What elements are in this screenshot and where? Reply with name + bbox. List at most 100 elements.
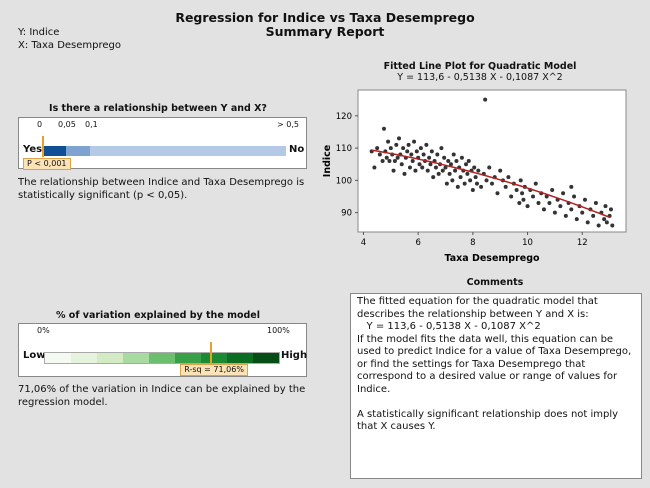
data-point-43 bbox=[433, 165, 438, 170]
rsq-segment-2 bbox=[97, 353, 123, 363]
data-point-64 bbox=[462, 181, 467, 186]
rsq-segment-1 bbox=[71, 353, 97, 363]
data-point-13 bbox=[392, 159, 397, 163]
data-point-125 bbox=[604, 220, 609, 225]
comments-panel: The fitted equation for the quadratic mo… bbox=[350, 293, 642, 479]
yes-label: Yes bbox=[23, 144, 43, 155]
report-subtitle: Summary Report bbox=[265, 24, 385, 39]
data-point-83 bbox=[498, 168, 503, 173]
tick-0-percent: 0% bbox=[37, 326, 50, 335]
data-point-37 bbox=[425, 168, 430, 173]
variation-panel: 0% 100% Low High R-sq = 71,06% bbox=[18, 323, 307, 377]
data-point-9 bbox=[387, 159, 392, 163]
data-point-97 bbox=[531, 194, 536, 199]
data-point-22 bbox=[405, 149, 410, 154]
relationship-panel: 0 0,05 0,1 > 0,5 Yes No P < 0,001 bbox=[18, 117, 307, 170]
data-point-86 bbox=[506, 175, 511, 180]
data-point-123 bbox=[602, 217, 607, 222]
data-point-2 bbox=[375, 146, 380, 151]
data-point-82 bbox=[495, 191, 500, 196]
y-tick-label-3: 120 bbox=[336, 112, 352, 122]
data-point-78 bbox=[484, 178, 489, 183]
data-point-98 bbox=[533, 181, 538, 186]
data-point-28 bbox=[413, 168, 418, 173]
rsq-badge: R-sq = 71,06% bbox=[180, 364, 248, 376]
rsq-segment-4 bbox=[149, 353, 175, 363]
data-point-105 bbox=[552, 210, 557, 215]
data-point-103 bbox=[547, 200, 552, 205]
y-axis-label: Indice bbox=[322, 145, 333, 177]
x-tick-label-3: 10 bbox=[522, 238, 533, 248]
data-point-1 bbox=[372, 165, 377, 170]
data-point-52 bbox=[446, 159, 451, 163]
rsq-segment-0 bbox=[45, 353, 71, 363]
data-point-109 bbox=[563, 213, 568, 218]
data-point-33 bbox=[420, 165, 425, 170]
y-tick-label-1: 100 bbox=[336, 176, 352, 186]
p-bar-moderate bbox=[66, 146, 90, 156]
data-point-8 bbox=[386, 139, 391, 144]
data-point-12 bbox=[391, 168, 396, 173]
data-point-92 bbox=[520, 191, 525, 196]
data-point-108 bbox=[561, 191, 566, 196]
data-point-120 bbox=[593, 200, 598, 205]
rsq-segment-8 bbox=[253, 353, 279, 363]
rsq-gradient-bar bbox=[44, 352, 280, 364]
data-point-79 bbox=[487, 165, 492, 170]
data-point-70 bbox=[470, 188, 475, 193]
data-point-53 bbox=[447, 171, 452, 176]
data-point-66 bbox=[465, 171, 470, 176]
p-bar-strong bbox=[42, 146, 66, 156]
data-point-121 bbox=[596, 223, 601, 228]
data-point-10 bbox=[388, 146, 393, 151]
data-point-117 bbox=[585, 220, 590, 225]
x-axis-label: Taxa Desemprego bbox=[444, 253, 540, 264]
data-point-57 bbox=[453, 168, 458, 173]
data-point-85 bbox=[503, 184, 508, 189]
data-point-77 bbox=[483, 97, 488, 102]
rsq-segment-5 bbox=[175, 353, 201, 363]
relationship-description: The relationship between Indice and Taxa… bbox=[18, 177, 305, 201]
variation-description: 71,06% of the variation in Indice can be… bbox=[18, 384, 306, 408]
chart-equation: Y = 113,6 - 0,5138 X - 0,1087 X^2 bbox=[397, 72, 563, 83]
fitted-curve bbox=[371, 149, 610, 219]
data-point-112 bbox=[572, 194, 577, 199]
data-point-101 bbox=[541, 207, 546, 212]
x-tick-label-1: 6 bbox=[415, 238, 420, 248]
data-point-45 bbox=[436, 171, 441, 176]
data-point-104 bbox=[550, 188, 555, 193]
data-point-29 bbox=[414, 149, 419, 154]
data-point-34 bbox=[421, 152, 426, 157]
plot-area bbox=[357, 89, 627, 233]
data-point-124 bbox=[603, 204, 608, 209]
data-point-58 bbox=[454, 159, 459, 163]
data-point-27 bbox=[412, 139, 417, 144]
data-point-93 bbox=[521, 197, 526, 202]
data-point-80 bbox=[490, 181, 494, 186]
data-point-65 bbox=[464, 162, 469, 167]
comments-title: Comments bbox=[466, 277, 524, 288]
data-point-59 bbox=[455, 184, 460, 189]
data-point-67 bbox=[466, 159, 471, 163]
data-point-54 bbox=[448, 162, 453, 167]
tick-005: 0,05 bbox=[58, 120, 76, 129]
data-point-19 bbox=[401, 146, 406, 151]
relationship-title: Is there a relationship between Y and X? bbox=[49, 103, 267, 114]
data-point-39 bbox=[428, 162, 433, 167]
p-value-scale: 0 0,05 0,1 > 0,5 bbox=[19, 120, 306, 130]
data-point-95 bbox=[525, 204, 530, 209]
data-point-16 bbox=[397, 136, 402, 141]
data-point-71 bbox=[472, 165, 477, 170]
data-point-50 bbox=[443, 165, 448, 170]
data-point-3 bbox=[377, 152, 382, 157]
data-point-38 bbox=[427, 155, 432, 160]
x-tick-label-2: 8 bbox=[470, 238, 475, 248]
data-point-40 bbox=[429, 149, 434, 154]
data-point-44 bbox=[435, 152, 440, 157]
data-point-14 bbox=[394, 142, 399, 147]
data-point-25 bbox=[409, 152, 414, 157]
data-point-18 bbox=[399, 162, 404, 167]
data-point-20 bbox=[402, 171, 407, 176]
data-point-72 bbox=[473, 175, 478, 180]
x-tick-label-0: 4 bbox=[361, 238, 366, 248]
